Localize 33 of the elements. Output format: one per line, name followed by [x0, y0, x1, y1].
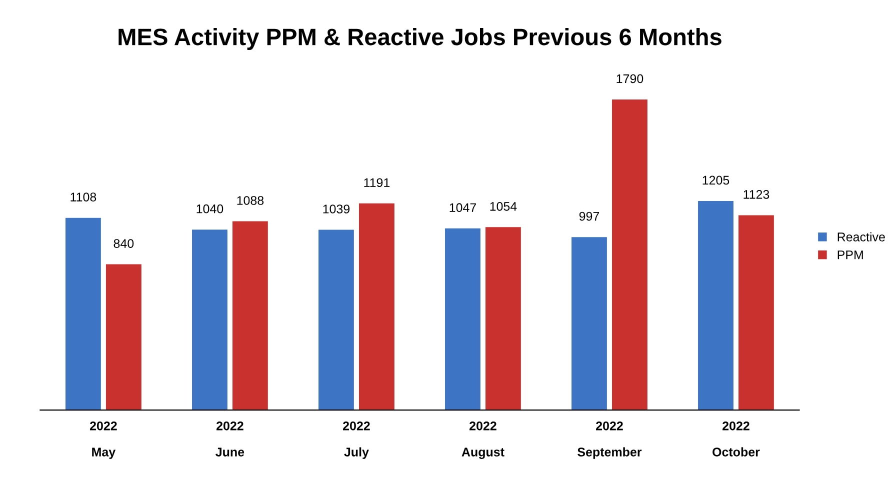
data-label: 1040 — [196, 204, 224, 214]
data-label: 1039 — [323, 204, 350, 214]
data-label: 1205 — [702, 176, 730, 185]
bar — [192, 230, 228, 410]
category-label: 2022 July — [342, 421, 370, 459]
bar — [572, 237, 607, 410]
data-label: 1191 — [364, 178, 390, 188]
data-label: 1790 — [616, 74, 644, 84]
category-label: 2022 August — [462, 421, 504, 459]
bar — [612, 100, 648, 410]
bar — [106, 264, 142, 410]
data-label: 1123 — [744, 190, 770, 199]
bar — [232, 221, 268, 410]
category-label: 2022 May — [90, 421, 117, 459]
data-label: 1088 — [237, 196, 264, 205]
bar — [738, 215, 774, 410]
data-label: 1108 — [70, 192, 96, 202]
category-label: 2022 June — [216, 421, 244, 456]
data-label: 997 — [579, 212, 600, 221]
bar — [485, 227, 521, 410]
bar — [445, 228, 480, 410]
bar — [65, 218, 101, 410]
legend-label: Reactive — [838, 232, 885, 242]
bar — [318, 230, 354, 410]
category-label: 2022 October — [712, 421, 760, 456]
data-label: 840 — [114, 239, 134, 248]
data-label: 1047 — [450, 203, 476, 212]
chart-title: MES Activity PPM & Reactive Jobs Previous 6 Months — [118, 28, 722, 50]
legend-label: PPM — [838, 250, 863, 260]
bar — [698, 200, 734, 410]
data-label: 1054 — [490, 202, 517, 211]
bar — [358, 203, 394, 410]
category-label: 2022 September — [578, 421, 642, 459]
